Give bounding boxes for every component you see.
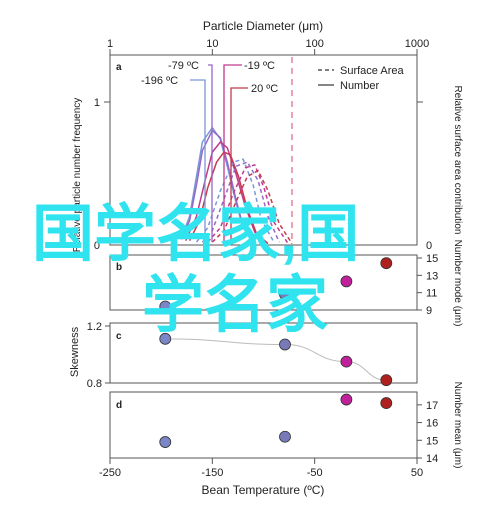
bottom-axis-ticks: -250 -150 -50 50 [99, 458, 423, 479]
panel-c-points [159, 332, 393, 387]
panel-a-frame [109, 54, 418, 246]
left-tick-label: 0.8 [87, 378, 102, 390]
panel-c-trend-line [165, 338, 387, 381]
data-point [279, 338, 291, 351]
data-point [159, 436, 172, 448]
data-point [340, 355, 353, 368]
leader-line-20 [230, 87, 248, 242]
surface-area-curve [211, 169, 293, 245]
panel-d-points [159, 393, 393, 448]
panel-a-letter: a [116, 62, 122, 73]
right-tick-label: 14 [426, 453, 438, 465]
panel-d-right-ylabel: Number mean (μm) [452, 382, 463, 469]
top-tick-label: 1000 [405, 38, 429, 50]
panel-c-frame [109, 322, 418, 384]
right-tick-label: 11 [426, 288, 437, 300]
data-point [380, 257, 393, 270]
annotation-m196: -196 ºC [141, 75, 178, 87]
panel-b-right-ylabel: Number mode (μm) [452, 240, 463, 327]
data-point [279, 430, 291, 443]
legend-number-label: Number [340, 80, 379, 92]
bottom-axis-label: Bean Temperature (ºC) [202, 483, 325, 497]
annotation-m79: -79 ºC [168, 60, 199, 72]
panel-c-left-ticks: 0.8 1.2 [87, 321, 110, 390]
bottom-tick-label: 50 [411, 467, 423, 479]
data-point [159, 300, 172, 313]
data-point [340, 393, 353, 406]
data-point [380, 397, 393, 409]
bottom-tick-label: -250 [99, 467, 121, 479]
data-point [159, 332, 172, 345]
right-tick-label: 16 [426, 418, 438, 430]
panel-a-left-tick-0: 0 [94, 240, 100, 252]
surface-area-curve [201, 161, 280, 243]
leader-line-m19 [223, 64, 242, 242]
right-tick-label: 15 [426, 253, 438, 265]
panel-d-right-ticks: 14 15 16 17 [417, 400, 438, 465]
legend-surface-area-label: Surface Area [340, 65, 404, 77]
surface-area-curve [195, 158, 275, 243]
annotation-20: 20 ºC [251, 83, 278, 95]
panel-a-right-ylabel: Relative surface area contribution [452, 86, 463, 235]
right-tick-label: 15 [426, 435, 438, 447]
panel-b-right-ticks: 9 11 13 15 [417, 253, 438, 317]
panel-a-legend: Surface Area Number [318, 65, 404, 92]
data-point [279, 288, 291, 301]
panel-c-left-ylabel: Skewness [69, 326, 81, 377]
panel-a-right-tick-0: 0 [426, 240, 432, 252]
data-point [380, 374, 393, 387]
watermark-line-2: 学名家 [142, 271, 328, 340]
panel-b-frame [109, 254, 418, 311]
bottom-tick-label: -150 [201, 467, 223, 479]
right-tick-label: 17 [426, 400, 438, 412]
panel-b-letter: b [116, 262, 122, 273]
surface-area-curve [207, 163, 289, 245]
annotation-m19: -19 ºC [244, 60, 275, 72]
leader-line-m79 [208, 64, 213, 242]
top-tick-label: 10 [206, 38, 218, 50]
leader-line-m196 [190, 79, 206, 242]
data-point [340, 275, 353, 288]
top-axis-ticks: 1 10 100 1000 [107, 38, 429, 55]
panel-a-left-tick-1: 1 [94, 97, 100, 109]
bottom-tick-label: -50 [307, 467, 323, 479]
panel-a-left-ylabel: Relative particle number frequency [72, 98, 83, 253]
number-curve [188, 151, 269, 245]
panel-b-points [159, 257, 393, 313]
panel-a-curves [180, 126, 293, 245]
top-tick-label: 100 [305, 38, 323, 50]
number-curve [180, 129, 254, 243]
panel-c-letter: c [116, 331, 122, 342]
panel-d-letter: d [116, 400, 122, 411]
right-tick-label: 13 [426, 270, 438, 282]
panel-d-frame [109, 391, 418, 459]
top-tick-label: 1 [107, 38, 113, 50]
watermark-line-1: 国学名家,国 [32, 200, 359, 269]
panel-a-annotations: -79 ºC -196 ºC -19 ºC 20 ºC [141, 60, 278, 242]
left-tick-label: 1.2 [87, 321, 102, 333]
top-axis-label: Particle Diameter (μm) [203, 19, 323, 33]
right-tick-label: 9 [426, 305, 432, 317]
